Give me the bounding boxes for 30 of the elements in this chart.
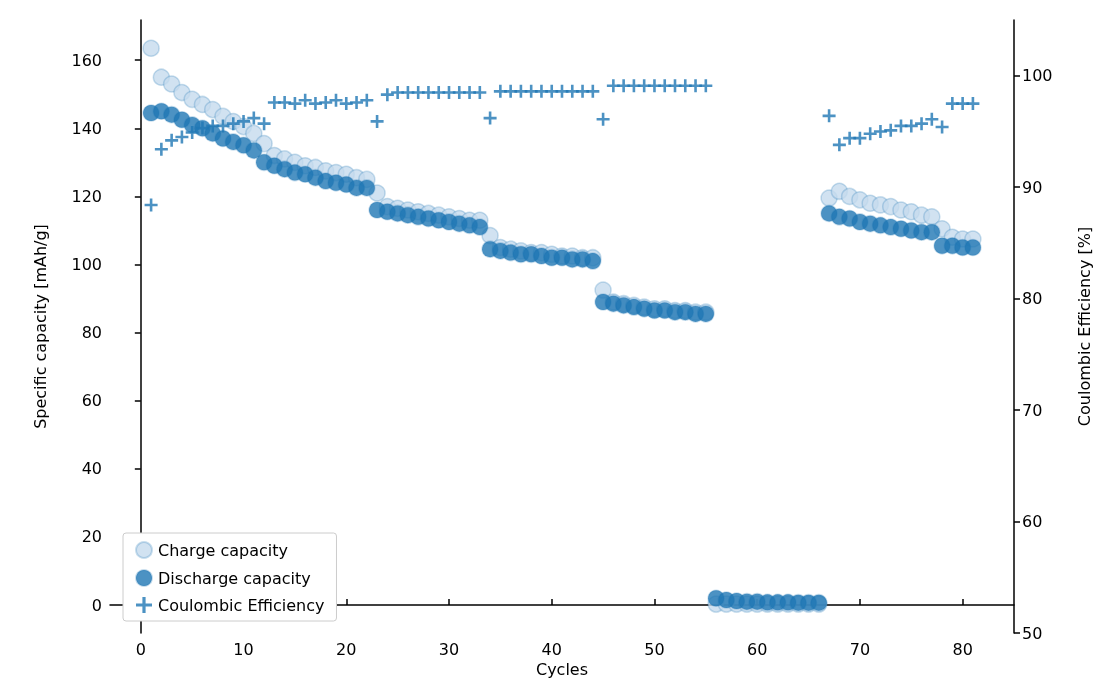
y2-axis-title: Coulombic Efficiency [%] — [1074, 226, 1094, 427]
y2-tick-label: 100 — [1022, 66, 1053, 86]
y-axis-title: Specific capacity [mAh/g] — [30, 224, 50, 429]
y-tick-label: 40 — [81, 459, 102, 479]
y-tick-label: 60 — [81, 391, 102, 411]
y-tick-label: 80 — [81, 323, 102, 343]
x-tick-label: 40 — [541, 639, 562, 659]
y-tick-label: 0 — [91, 595, 102, 615]
legend-label: Coulombic Efficiency — [158, 595, 325, 615]
x-tick-label: 10 — [233, 639, 254, 659]
y-tick-label: 100 — [71, 255, 102, 275]
y-tick-label: 140 — [71, 118, 102, 138]
x-tick-label: 80 — [952, 639, 973, 659]
y-tick-label: 20 — [81, 527, 102, 547]
y2-tick-label: 90 — [1022, 177, 1043, 197]
y-tick-label: 160 — [71, 50, 102, 70]
legend-label: Charge capacity — [158, 540, 289, 560]
x-tick-label: 50 — [644, 639, 665, 659]
x-axis-title: Cycles — [535, 660, 589, 680]
y-tick-label: 120 — [71, 186, 102, 206]
x-tick-label: 20 — [336, 639, 357, 659]
y2-tick-label: 70 — [1022, 400, 1043, 420]
x-tick-label: 70 — [849, 639, 871, 659]
x-tick-label: 30 — [438, 639, 460, 659]
legend-label: Discharge capacity — [158, 568, 311, 588]
x-tick-label: 60 — [747, 639, 768, 659]
y2-tick-label: 60 — [1022, 512, 1043, 532]
y2-tick-label: 50 — [1022, 623, 1043, 643]
x-tick-label: 0 — [135, 639, 146, 659]
y2-tick-label: 80 — [1022, 289, 1043, 309]
